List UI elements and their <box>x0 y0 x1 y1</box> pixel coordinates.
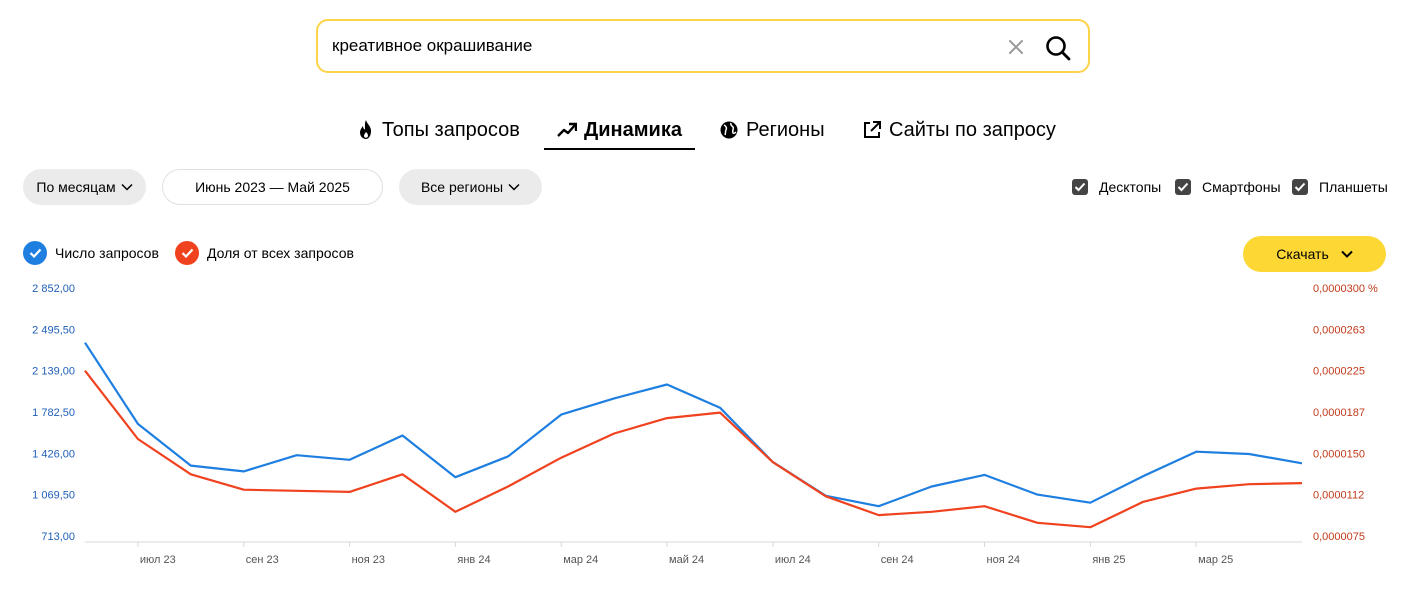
x-tick-label: ноя 23 <box>352 554 385 566</box>
tab-tops[interactable]: Топы запросов <box>357 112 520 148</box>
region-select[interactable]: Все регионы <box>399 169 542 205</box>
y-right-tick-label: 0,0000112 <box>1313 490 1364 502</box>
tab-label: Топы запросов <box>382 118 520 141</box>
y-right-tick-label: 0,0000150 <box>1313 448 1365 460</box>
check-icon[interactable] <box>175 241 199 265</box>
line-chart: 2 852,00 2 495,50 2 139,00 1 782,50 1 426,00… <box>32 283 1378 566</box>
y-left-tick-label: 2 495,50 <box>32 324 75 336</box>
search-input[interactable]: креативное окрашивание <box>332 36 533 55</box>
x-tick-label: сен 24 <box>881 554 914 566</box>
tab-sites[interactable]: Сайты по запросу <box>862 112 1056 148</box>
x-tick-label: янв 24 <box>457 554 490 566</box>
legend-toggle-share[interactable]: Доля от всех запросов <box>175 240 354 266</box>
date-range-picker[interactable]: Июнь 2023 — Май 2025 <box>162 169 383 205</box>
share-series-line <box>84 370 1303 529</box>
y-right-tick-label: 0,0000300 % <box>1313 283 1378 295</box>
x-tick-label: янв 25 <box>1092 554 1125 566</box>
legend-label: Доля от всех запросов <box>207 245 354 261</box>
x-tick-label: мар 24 <box>563 554 598 566</box>
device-checkbox-tablet[interactable]: Планшеты <box>1292 178 1388 196</box>
y-left-tick-label: 1 426,00 <box>32 448 75 460</box>
y-left-tick-label: 1 782,50 <box>32 407 75 419</box>
device-label: Планшеты <box>1319 179 1388 195</box>
tab-regions[interactable]: Регионы <box>719 112 825 148</box>
legend-toggle-queries[interactable]: Число запросов <box>23 240 159 266</box>
checkbox-checked-icon[interactable] <box>1175 179 1191 195</box>
device-label: Десктопы <box>1099 179 1162 195</box>
x-tick-label: мар 25 <box>1198 554 1233 566</box>
external-link-icon <box>864 121 881 138</box>
queries-series-line <box>84 342 1303 508</box>
tab-label: Регионы <box>746 118 825 141</box>
legend-label: Число запросов <box>55 245 159 261</box>
close-icon[interactable] <box>1006 37 1026 57</box>
download-label: Скачать <box>1276 246 1329 262</box>
download-button[interactable]: Скачать <box>1243 236 1386 272</box>
chevron-down-icon <box>121 183 133 191</box>
y-left-tick-label: 713,00 <box>41 531 75 543</box>
device-checkbox-smartphone[interactable]: Смартфоны <box>1175 178 1281 196</box>
search-box[interactable]: креативное окрашивание <box>316 19 1090 73</box>
checkbox-checked-icon[interactable] <box>1292 179 1308 195</box>
tab-label: Сайты по запросу <box>889 118 1056 141</box>
chevron-down-icon <box>1341 250 1353 258</box>
y-right-tick-label: 0,0000187 <box>1313 407 1365 419</box>
tab-bar: Топы запросов Динамика Регионы Сайты по … <box>0 112 1422 152</box>
x-tick-label: май 24 <box>669 554 704 566</box>
tab-label: Динамика <box>584 118 682 141</box>
globe-icon <box>720 121 738 139</box>
x-tick-label: июл 23 <box>140 554 176 566</box>
tab-dynamics[interactable]: Динамика <box>544 112 695 150</box>
y-right-tick-label: 0,0000263 <box>1313 324 1365 336</box>
device-checkbox-desktop[interactable]: Десктопы <box>1072 178 1161 196</box>
x-tick-label: ноя 24 <box>987 554 1020 566</box>
x-tick-label: сен 23 <box>246 554 279 566</box>
y-left-tick-label: 1 069,50 <box>32 490 75 502</box>
x-tick-label: июл 24 <box>775 554 811 566</box>
period-label: По месяцам <box>36 179 116 195</box>
region-label: Все регионы <box>420 179 504 195</box>
search-icon[interactable] <box>1044 34 1072 62</box>
y-left-tick-label: 2 852,00 <box>32 283 75 295</box>
period-select[interactable]: По месяцам <box>23 169 146 205</box>
device-label: Смартфоны <box>1202 179 1281 195</box>
trend-up-icon <box>557 122 578 137</box>
y-right-tick-label: 0,0000075 <box>1313 531 1365 543</box>
y-left-tick-label: 2 139,00 <box>32 366 75 378</box>
chevron-down-icon <box>508 183 520 191</box>
fire-icon <box>360 120 371 139</box>
y-right-tick-label: 0,0000225 <box>1313 366 1365 378</box>
check-icon[interactable] <box>23 241 47 265</box>
checkbox-checked-icon[interactable] <box>1072 179 1088 195</box>
date-range-label: Июнь 2023 — Май 2025 <box>195 179 350 195</box>
